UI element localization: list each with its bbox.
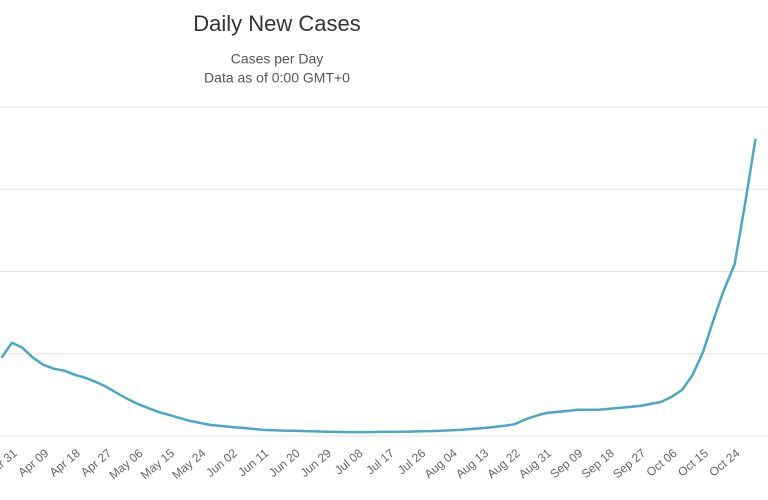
x-tick-label: Apr 18 bbox=[47, 446, 83, 480]
x-tick-label: May 15 bbox=[138, 446, 177, 482]
x-tick-label: Sep 27 bbox=[610, 446, 648, 481]
x-tick-label: Jun 11 bbox=[235, 446, 271, 480]
x-tick-label: Sep 18 bbox=[579, 446, 617, 481]
chart-subtitle: Cases per Day bbox=[231, 51, 324, 67]
x-tick-label: Mar 31 bbox=[0, 446, 20, 481]
x-tick-label: Jun 29 bbox=[298, 446, 335, 480]
x-tick-label: Aug 13 bbox=[453, 446, 491, 481]
x-tick-label: Aug 22 bbox=[484, 446, 522, 481]
x-tick-label: Jun 02 bbox=[203, 446, 240, 480]
x-tick-label: Aug 04 bbox=[422, 446, 460, 481]
data-line bbox=[0, 138, 757, 434]
x-tick-label: Jul 17 bbox=[363, 446, 397, 478]
x-tick-label: Sep 09 bbox=[547, 446, 585, 481]
chart-subtitle: Data as of 0:00 GMT+0 bbox=[204, 70, 350, 86]
x-tick-label: Jun 20 bbox=[266, 446, 303, 480]
x-tick-label: Oct 06 bbox=[644, 446, 680, 480]
x-tick-label: Oct 24 bbox=[706, 446, 742, 480]
x-tick-label: May 24 bbox=[169, 446, 208, 482]
x-tick-label: Oct 15 bbox=[675, 446, 711, 480]
x-tick-label: Jul 08 bbox=[332, 446, 366, 478]
chart-title: Daily New Cases bbox=[193, 11, 361, 36]
x-tick-label: Apr 09 bbox=[15, 446, 51, 480]
x-tick-label: May 06 bbox=[106, 446, 145, 482]
x-tick-label: Aug 31 bbox=[516, 446, 554, 481]
